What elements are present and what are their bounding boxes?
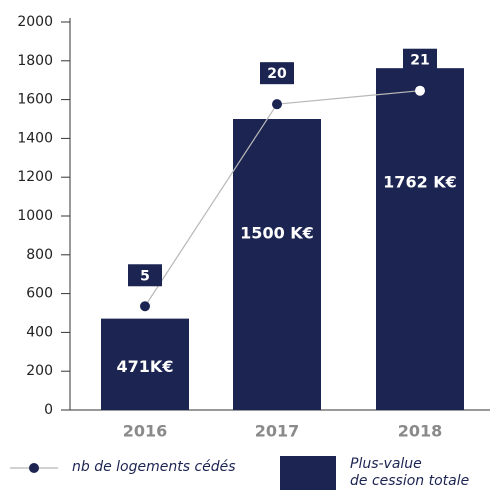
bar-value-label: 471K€ [117,357,174,376]
bar-value-label: 1762 K€ [383,173,457,192]
y-tick-label: 400 [26,324,53,340]
line-point [140,301,150,312]
point-value-label: 20 [267,66,287,82]
y-tick-label: 2000 [17,14,53,30]
line-point [415,85,425,96]
point-label-box [128,264,162,287]
y-tick-label: 0 [44,402,53,418]
bar-value-label: 1500 K€ [240,224,314,243]
legend-bar-label: Plus-value de cession totale [350,456,470,489]
x-tick-label: 2017 [255,422,300,441]
line-point [272,99,282,110]
point-value-label: 21 [410,53,429,69]
y-tick-label: 200 [26,363,53,379]
bar [376,68,464,410]
legend-dot [29,463,39,473]
y-tick-label: 1800 [17,53,53,69]
bar [101,318,189,410]
y-tick-label: 800 [26,247,53,263]
x-tick-label: 2016 [123,422,168,441]
y-tick-label: 1000 [17,208,53,224]
point-value-label: 5 [140,268,150,284]
point-label-box [403,48,437,71]
point-label-box [260,62,294,85]
y-tick-label: 600 [26,286,53,302]
x-tick-label: 2018 [398,422,443,441]
legend-swatch [280,456,336,490]
y-tick-label: 1400 [17,130,53,146]
y-tick-label: 1200 [17,169,53,185]
y-tick-label: 1600 [17,92,53,108]
bar [233,119,321,410]
legend-line-label: nb de logements cédés [72,459,236,475]
